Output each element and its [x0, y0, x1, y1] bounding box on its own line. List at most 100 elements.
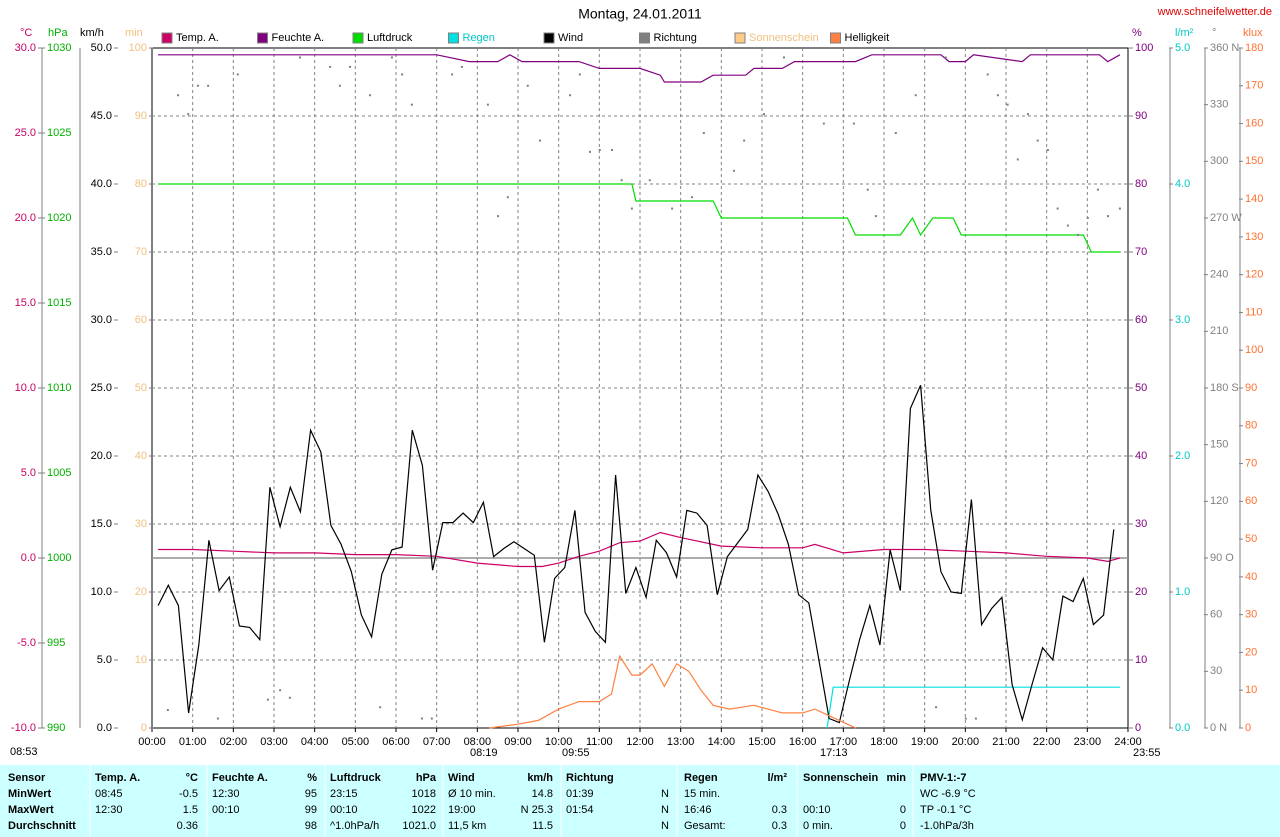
direction-dot: [526, 84, 529, 87]
axis-unit: %: [1132, 27, 1142, 39]
direction-dot: [1046, 149, 1049, 151]
direction-dot: [648, 179, 651, 182]
y-tick-label: 40: [1135, 450, 1147, 462]
y-tick-label: 50: [135, 382, 147, 394]
y-tick-label: 0.0: [21, 552, 36, 564]
y-tick-label: 30: [1210, 665, 1222, 677]
y-tick-label: 5.0: [21, 467, 36, 479]
table-cell: °C: [186, 772, 198, 784]
table-cell: 11.5: [532, 820, 553, 832]
axis-unit: hPa: [48, 27, 68, 39]
direction-dot: [207, 84, 210, 87]
direction-dot: [1096, 188, 1099, 191]
direction-dot: [1107, 215, 1110, 218]
direction-dot: [421, 717, 424, 720]
direction-dot: [1006, 103, 1009, 106]
y-tick-label: 300: [1210, 155, 1228, 167]
direction-dot: [1036, 139, 1039, 142]
axis-unit: °C: [20, 27, 32, 39]
sun-time: 23:55: [1133, 747, 1161, 759]
x-tick-label: 12:00: [626, 736, 654, 748]
x-tick-label: 15:00: [748, 736, 776, 748]
direction-dot: [1056, 207, 1059, 210]
y-tick-label: 0: [141, 722, 147, 734]
direction-dot: [266, 698, 269, 701]
y-tick-label: 50.0: [91, 42, 112, 54]
table-cell: 01:54: [566, 804, 594, 816]
legend-swatch: [639, 32, 650, 44]
table-cell: -1.0hPa/3h: [920, 820, 974, 832]
direction-dot: [497, 215, 500, 218]
table-cell: 00:10: [212, 804, 240, 816]
table-cell: km/h: [527, 772, 553, 784]
sun-time: 17:13: [820, 747, 848, 759]
y-tick-label: 30: [1135, 518, 1147, 530]
direction-dot: [216, 717, 219, 720]
direction-dot: [874, 215, 877, 218]
legend-label: Feuchte A.: [272, 32, 325, 44]
legend-swatch: [543, 32, 555, 44]
y-tick-label: 30: [1245, 609, 1257, 621]
direction-dot: [852, 122, 855, 125]
y-tick-label: 50: [1245, 533, 1257, 545]
direction-dot: [329, 65, 332, 68]
x-tick-label: 11:00: [586, 736, 613, 748]
x-tick-label: 21:00: [992, 736, 1020, 748]
x-tick-label: 03:00: [260, 736, 288, 748]
direction-dot: [598, 149, 601, 151]
y-tick-label: 10.0: [15, 382, 36, 394]
direction-dot: [430, 717, 433, 720]
direction-dot: [691, 196, 694, 199]
direction-dot: [390, 56, 393, 59]
legend-label: Helligkeit: [845, 32, 890, 44]
legend-label: Luftdruck: [367, 32, 413, 44]
table-cell: ^1.0hPa/h: [330, 820, 379, 832]
chart-title: Montag, 24.01.2011: [578, 6, 702, 22]
table-cell: 12:30: [95, 804, 123, 816]
y-tick-label: 0: [1135, 722, 1141, 734]
x-tick-label: 04:00: [301, 736, 329, 748]
y-tick-label: 30.0: [15, 42, 36, 54]
y-tick-label: 90: [1135, 110, 1147, 122]
y-tick-label: 170: [1245, 80, 1263, 92]
table-cell: Regen: [684, 772, 718, 784]
table-cell: N: [661, 820, 669, 832]
table-cell: Durchschnitt: [8, 820, 76, 832]
table-cell: WC -6.9 °C: [920, 788, 976, 800]
y-tick-label: 1.0: [1175, 586, 1190, 598]
y-tick-label: 180 S: [1210, 382, 1239, 394]
direction-dot: [782, 56, 785, 59]
y-tick-label: 0: [1245, 722, 1251, 734]
table-cell: Ø 10 min.: [448, 788, 496, 800]
y-tick-label: 100: [1135, 42, 1153, 54]
x-tick-label: 20:00: [952, 736, 980, 748]
table-cell: l/m²: [767, 772, 787, 784]
direction-dot: [236, 73, 239, 76]
table-cell: 0.3: [772, 804, 787, 816]
direction-dot: [410, 103, 413, 106]
y-tick-label: 0 N: [1210, 722, 1227, 734]
sun-time: 09:55: [562, 747, 590, 759]
y-tick-label: 20: [1135, 586, 1147, 598]
y-tick-label: 20.0: [15, 212, 36, 224]
table-cell: 0: [900, 820, 906, 832]
y-tick-label: 50: [1135, 382, 1147, 394]
table-cell: 95: [305, 788, 317, 800]
stats-background: [0, 765, 1280, 837]
y-tick-label: 40.0: [91, 178, 112, 190]
direction-dot: [279, 689, 282, 692]
y-tick-label: 120: [1245, 269, 1263, 281]
y-tick-label: 120: [1210, 495, 1228, 507]
direction-dot: [763, 113, 766, 116]
table-cell: TP -0.1 °C: [920, 804, 971, 816]
direction-dot: [368, 94, 371, 97]
y-tick-label: 80: [1135, 178, 1147, 190]
direction-dot: [196, 84, 199, 87]
direction-dot: [702, 132, 705, 134]
series-line: [158, 54, 1121, 83]
y-tick-label: -10.0: [11, 722, 36, 734]
direction-dot: [935, 706, 938, 709]
y-tick-label: 20.0: [91, 450, 112, 462]
y-tick-label: 90: [135, 110, 147, 122]
